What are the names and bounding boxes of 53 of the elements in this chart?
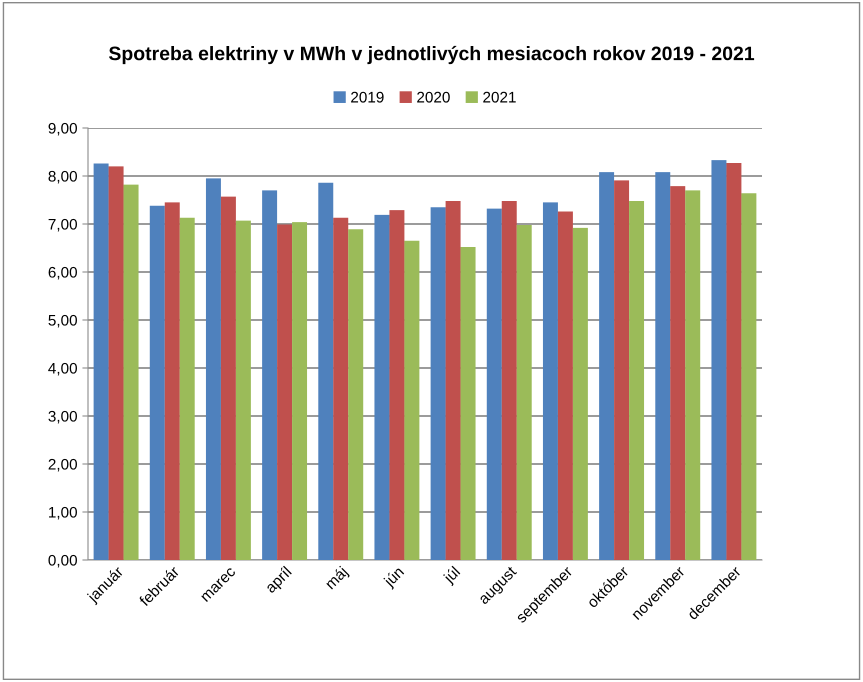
bar (262, 190, 278, 560)
y-tick-label: 2,00 (48, 458, 77, 472)
bar (685, 190, 700, 560)
bar (164, 202, 180, 560)
bar (430, 207, 446, 560)
y-tick-label: 3,00 (48, 410, 77, 424)
y-tick-label: 6,00 (48, 266, 77, 280)
chart-title: Spotreba elektriny v MWh v jednotlivých mesiacoch rokov 2019 - 2021 (108, 46, 754, 64)
bar (108, 166, 124, 560)
bar (389, 210, 404, 560)
bar (614, 180, 630, 560)
bar (206, 178, 221, 560)
bar (124, 184, 139, 560)
y-tick-label: 7,00 (48, 218, 77, 232)
bar (670, 186, 686, 560)
y-tick-label: 9,00 (48, 122, 77, 136)
bar (542, 202, 558, 560)
bar (741, 193, 756, 560)
legend-label: 2021 (483, 92, 516, 103)
bar (94, 164, 109, 560)
bar (599, 172, 614, 560)
bar (374, 214, 390, 560)
bar (629, 200, 644, 560)
bar (516, 224, 532, 560)
y-tick-label: 1,00 (49, 506, 77, 520)
bar (292, 222, 308, 560)
bar (180, 218, 195, 560)
bar (711, 160, 726, 560)
x-tick-label: júl (442, 566, 463, 586)
bar (348, 229, 364, 560)
bar (318, 182, 334, 560)
x-tick-label: máj (324, 566, 350, 592)
bar (486, 208, 502, 560)
bar (404, 240, 420, 560)
bar (558, 212, 573, 560)
bar (277, 224, 292, 560)
y-tick-label: 8,00 (48, 170, 77, 184)
y-tick-label: 4,00 (48, 362, 77, 376)
bar (502, 200, 517, 560)
bar (655, 172, 670, 560)
bar (220, 196, 236, 560)
bar (446, 200, 461, 560)
bar (150, 206, 165, 560)
bar (572, 228, 588, 560)
legend-label: 2019 (351, 92, 384, 103)
bar (236, 220, 251, 560)
bar (726, 163, 742, 560)
y-tick-label: 0,00 (48, 554, 77, 568)
bar (333, 218, 348, 560)
x-tick-label: jún (382, 566, 406, 590)
legend-label: 2020 (417, 92, 450, 103)
y-tick-label: 5,00 (48, 314, 77, 328)
bar (460, 247, 476, 560)
